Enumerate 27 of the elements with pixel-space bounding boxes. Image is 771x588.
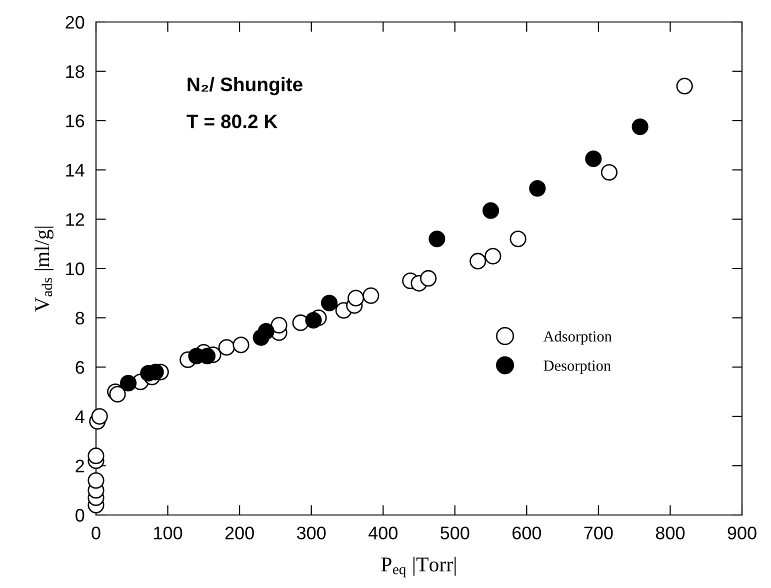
y-axis-title: V$_{ads}$ |ml/g| <box>34 226 54 312</box>
legend-label: Adsorption <box>543 330 612 345</box>
x-tick-label: 500 <box>440 526 470 540</box>
x-tick-label: 400 <box>368 526 398 540</box>
x-tick-label: 300 <box>296 526 326 540</box>
x-tick-label: 800 <box>656 526 685 540</box>
y-tick-label: 6 <box>76 361 84 374</box>
annotation: T = 80.2 K <box>186 114 278 128</box>
x-tick-label: 600 <box>512 526 542 540</box>
y-tick-label: 10 <box>66 262 84 276</box>
x-tick-label: 0 <box>92 526 100 540</box>
x-tick-label: 100 <box>154 526 182 540</box>
x-tick-label: 200 <box>225 526 254 540</box>
y-tick-label: 20 <box>66 16 84 29</box>
annotation: N₂/ Shungite <box>188 76 302 96</box>
y-tick-label: 18 <box>66 65 84 78</box>
y-tick-label: 2 <box>76 460 84 472</box>
x-tick-label: 900 <box>728 526 756 540</box>
y-tick-label: 0 <box>76 508 84 522</box>
y-tick-label: 14 <box>66 164 84 176</box>
y-tick-label: 16 <box>66 114 84 128</box>
x-axis-title: P$_{eq}$ |Torr| <box>381 556 456 578</box>
legend-label: Desorption <box>544 360 611 374</box>
y-tick-label: 12 <box>66 213 84 226</box>
x-tick-label: 700 <box>584 526 613 540</box>
y-tick-label: 4 <box>75 410 84 423</box>
y-tick-label: 8 <box>76 312 84 325</box>
